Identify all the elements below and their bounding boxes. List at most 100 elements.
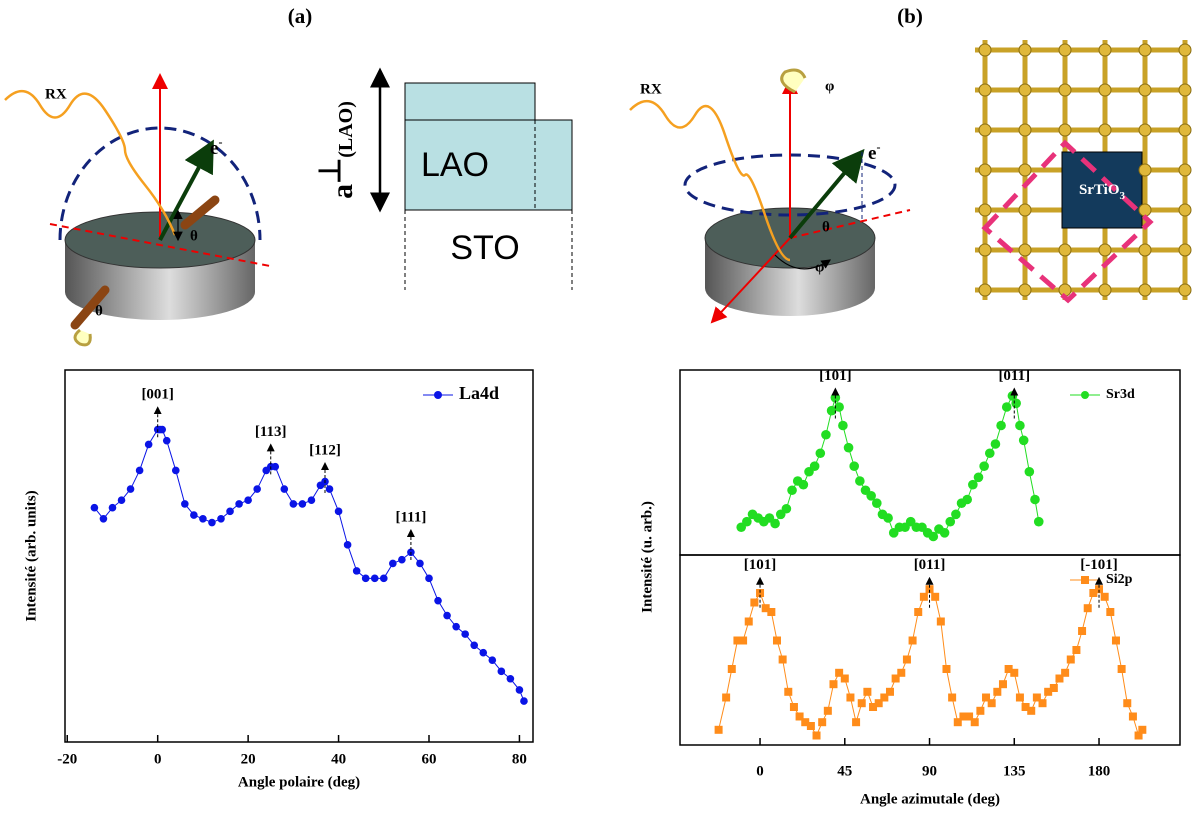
data-point	[871, 498, 882, 509]
lattice-atom	[1138, 83, 1152, 97]
data-point	[1030, 494, 1040, 505]
data-point	[778, 655, 787, 664]
lattice-atom	[1138, 203, 1152, 217]
data-point	[714, 725, 723, 734]
legend-marker	[1081, 576, 1089, 584]
data-point	[914, 608, 923, 616]
data-point	[244, 496, 252, 505]
data-point	[968, 479, 978, 490]
data-point	[307, 496, 316, 505]
data-point	[727, 665, 736, 673]
plot-frame	[679, 369, 1181, 556]
label: e-	[210, 135, 222, 160]
data-point	[818, 718, 827, 727]
data-point	[1018, 435, 1029, 446]
lattice-atom	[1058, 243, 1072, 257]
label: e	[868, 143, 876, 164]
data-point	[976, 706, 985, 715]
data-point	[942, 665, 951, 673]
data-point	[1138, 725, 1147, 734]
data-point	[834, 402, 844, 412]
data-point	[1078, 627, 1087, 635]
label: φ	[825, 78, 834, 94]
data-point	[821, 429, 831, 440]
data-point	[979, 461, 989, 472]
data-point	[959, 712, 968, 721]
label: RX	[45, 86, 67, 102]
data-point	[171, 466, 180, 475]
data-point	[1024, 466, 1035, 477]
data-point	[809, 461, 820, 472]
data-point	[925, 585, 934, 594]
data-point	[1027, 706, 1036, 715]
lattice-atom	[1058, 43, 1072, 57]
data-point	[1111, 636, 1120, 645]
data-point	[1004, 665, 1013, 673]
polar-scan-diagram: RX e- θ θ	[4, 73, 271, 347]
annotation-label: [001]	[141, 387, 174, 403]
data-point	[891, 674, 900, 683]
data-point	[515, 686, 524, 694]
data-point	[1010, 668, 1019, 677]
data-point	[1106, 608, 1115, 616]
data-point	[744, 617, 753, 626]
label: 3	[1120, 190, 1126, 202]
data-point	[801, 718, 810, 727]
lattice-atom	[1178, 203, 1192, 217]
lattice-atom	[1018, 283, 1032, 297]
data-point	[1066, 655, 1075, 664]
data-point	[271, 462, 280, 471]
label: SrTiO	[1079, 182, 1120, 198]
lattice-atom	[1098, 123, 1112, 137]
data-point	[939, 528, 950, 538]
data-point	[826, 405, 837, 416]
data-point	[352, 567, 361, 575]
label: θ	[822, 219, 830, 235]
lattice-atom	[1058, 123, 1072, 137]
data-point	[787, 485, 797, 496]
data-point	[866, 491, 876, 501]
data-point	[835, 668, 844, 677]
data-point	[253, 485, 261, 493]
data-point	[869, 703, 878, 711]
data-point	[158, 425, 167, 434]
x-tick-label: 40	[331, 751, 346, 767]
lattice-atom	[1058, 83, 1072, 97]
lattice-atom	[978, 283, 992, 297]
data-point	[226, 507, 234, 516]
lattice-atom	[1138, 123, 1152, 137]
data-point	[1100, 592, 1109, 601]
lattice-atom	[1138, 243, 1152, 257]
lattice-atom	[1138, 163, 1152, 177]
lattice-atom	[978, 123, 992, 137]
lattice-atom	[978, 163, 992, 177]
data-point	[962, 494, 972, 505]
y-axis-label: Intensité (u. arb.)	[639, 501, 655, 613]
data-point	[733, 636, 742, 645]
x-tick-label: -20	[57, 751, 77, 767]
label: -	[218, 135, 222, 149]
label: e	[210, 138, 218, 159]
data-point	[1044, 687, 1053, 696]
data-point	[863, 687, 872, 696]
data-point	[770, 518, 780, 529]
layer-diagram: LAO STO a⊥(LAO)	[314, 67, 573, 290]
data-point	[897, 668, 906, 677]
data-point	[108, 503, 117, 512]
annotation-label: [011]	[914, 557, 946, 573]
x-tick-label: 90	[922, 763, 937, 779]
data-point	[1128, 712, 1137, 721]
annotation-label: [111]	[395, 509, 426, 525]
data-point	[1123, 699, 1132, 708]
data-point	[379, 574, 388, 583]
data-point	[993, 687, 1002, 696]
x-axis-label: Angle polaire (deg)	[238, 774, 360, 790]
data-point	[902, 655, 911, 664]
lattice-atom	[1178, 283, 1192, 297]
data-point	[416, 559, 424, 568]
annotation-label: [-101]	[1080, 557, 1118, 573]
lattice-atom	[978, 83, 992, 97]
data-point	[497, 667, 506, 676]
annotation-label: [113]	[255, 424, 287, 440]
